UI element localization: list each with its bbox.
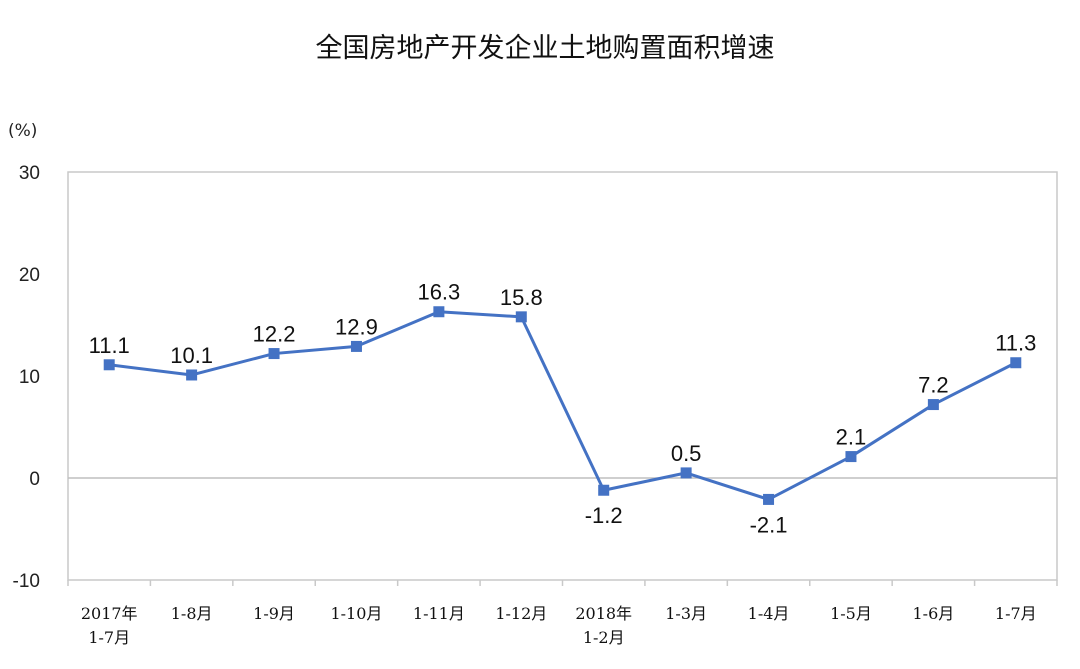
plot-area-frame [67, 171, 1058, 581]
x-tick-label: 1-6月 [912, 604, 954, 623]
data-point-marker [268, 348, 280, 360]
data-point-marker [845, 451, 857, 463]
y-tick-label: 10 [19, 367, 40, 388]
data-label: 2.1 [836, 425, 867, 450]
data-point-marker [350, 340, 362, 352]
x-tick-label: 1-4月 [748, 604, 790, 623]
data-point-marker [1010, 357, 1022, 369]
data-label: 12.9 [335, 314, 378, 339]
x-tick-label: 1-11月 [413, 604, 465, 623]
x-tick-label: 2017年 [81, 604, 138, 623]
data-point-marker [515, 311, 527, 323]
y-axis-unit-label: (%) [8, 121, 37, 141]
x-tick-label: 1-7月 [995, 604, 1037, 623]
x-tick-label: 1-3月 [665, 604, 707, 623]
data-label: 11.1 [89, 333, 130, 358]
data-label: 10.1 [170, 343, 213, 368]
data-label: 15.8 [500, 285, 543, 310]
data-label: 12.2 [253, 322, 296, 347]
x-tick-label: 1-8月 [171, 604, 213, 623]
y-tick-label: -10 [13, 571, 40, 592]
data-label: 11.3 [995, 331, 1036, 356]
series-line [109, 310, 1017, 501]
chart-title: 全国房地产开发企业土地购置面积增速 [316, 33, 775, 64]
data-label: 7.2 [918, 373, 949, 398]
data-label: -2.1 [750, 512, 788, 537]
data-point-marker [186, 369, 198, 381]
x-tick-label: 2018年 [575, 604, 632, 623]
y-tick-label: 30 [19, 163, 40, 184]
data-label: 16.3 [417, 280, 460, 305]
data-label: -1.2 [585, 503, 623, 528]
x-tick-label: 1-5月 [830, 604, 872, 623]
y-tick-label: 0 [29, 469, 40, 490]
data-point-marker [598, 484, 610, 496]
x-tick-label: 1-7月 [88, 628, 130, 647]
data-label: 0.5 [671, 441, 702, 466]
x-tick-label: 1-12月 [495, 604, 547, 623]
series-markers [103, 306, 1022, 505]
data-labels: 11.1 10.1 12.2 12.9 16.3 15.8 -1.2 0.5 -2.1 2.1 7.… [89, 280, 1037, 538]
x-tick-label: 1-2月 [583, 628, 625, 647]
x-axis-ticks: 2017年 1-7月 1-8月 1-9月 1-10月 1-11月 1-12月 2018年 1-2… [67, 580, 1058, 647]
data-point-marker [927, 399, 939, 411]
x-tick-label: 1-10月 [330, 604, 382, 623]
data-point-marker [680, 467, 692, 479]
y-axis-ticks: 30 20 10 0 -10 [13, 163, 40, 592]
x-tick-label: 1-9月 [253, 604, 295, 623]
data-point-marker [103, 359, 115, 371]
y-tick-label: 20 [19, 265, 40, 286]
data-point-marker [433, 306, 445, 318]
data-point-marker [763, 493, 775, 505]
